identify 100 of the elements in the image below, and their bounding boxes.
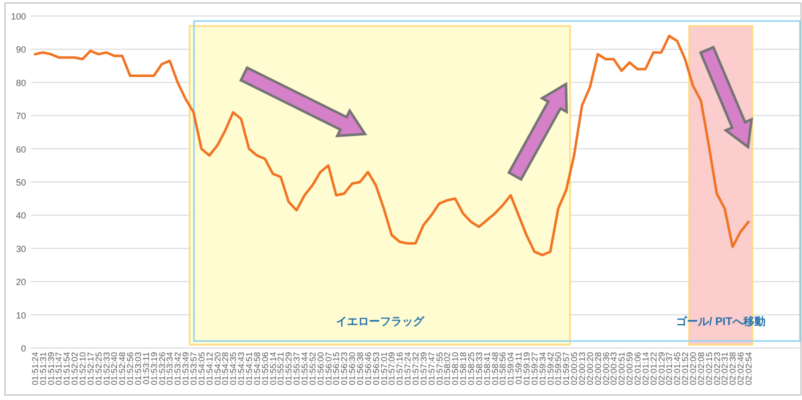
x-tick-label: 01:55:44 <box>300 352 310 386</box>
x-tick-label: 01:55:37 <box>292 352 302 386</box>
x-tick-label: 01:53:49 <box>180 352 191 386</box>
x-tick-label: 01:54:05 <box>196 352 206 386</box>
x-tick-label: 01:54:28 <box>220 352 230 386</box>
x-tick-label: 01:57:39 <box>418 352 428 386</box>
x-tick-label: 01:54:43 <box>236 352 246 386</box>
x-tick-label: 01:51:39 <box>46 352 56 386</box>
x-tick-label: 01:53:19 <box>148 352 159 386</box>
x-tick-label: 01:51:47 <box>54 352 64 386</box>
x-tick-label: 02:02:54 <box>743 352 754 386</box>
x-tick-label: 01:55:21 <box>276 352 286 386</box>
x-tick-label: 01:57:47 <box>426 352 436 386</box>
x-tick-label: 01:57:32 <box>410 352 420 386</box>
y-tick-label: 30 <box>16 244 26 254</box>
y-tick-label: 40 <box>16 210 26 221</box>
x-tick-label: 01:53:11 <box>140 352 151 384</box>
x-tick-label: 01:53:42 <box>172 352 183 386</box>
x-tick-label: 01:56:07 <box>323 352 334 386</box>
y-tick-label: 80 <box>16 78 26 88</box>
x-tick-label: 01:55:52 <box>307 352 318 386</box>
x-tick-label: 01:52:56 <box>125 352 136 386</box>
x-tick-label: 01:57:55 <box>434 352 444 386</box>
x-tick-label: 02:02:00 <box>688 352 698 386</box>
x-tick-label: 02:01:45 <box>672 352 682 386</box>
x-tick-label: 01:52:33 <box>101 352 112 386</box>
x-tick-label: 01:51:31 <box>38 352 48 386</box>
x-tick-label: 02:02:38 <box>728 352 738 386</box>
x-tick-label: 01:58:02 <box>442 352 452 386</box>
x-tick-label: 01:56:15 <box>331 352 342 386</box>
x-tick-label: 02:00:43 <box>608 352 619 386</box>
x-tick-label: 01:58:33 <box>474 352 484 386</box>
x-tick-label: 01:58:10 <box>450 352 460 386</box>
x-tick-label: 02:02:23 <box>712 352 722 386</box>
x-tick-label: 01:53:03 <box>133 352 144 386</box>
x-tick-label: 01:59:34 <box>537 352 548 386</box>
x-tick-label: 02:00:20 <box>584 352 595 386</box>
band-label: ゴール/ PITへ移動 <box>676 315 766 328</box>
x-tick-label: 01:54:12 <box>204 352 214 386</box>
x-tick-label: 01:56:38 <box>355 352 366 386</box>
x-tick-label: 01:57:09 <box>386 352 397 386</box>
x-tick-label: 01:55:14 <box>268 352 278 386</box>
x-tick-label: 01:59:57 <box>561 352 572 386</box>
x-tick-label: 02:02:08 <box>696 352 706 386</box>
x-tick-label: 01:57:16 <box>394 352 405 386</box>
x-tick-label: 01:53:26 <box>156 352 167 386</box>
y-tick-label: 100 <box>10 12 26 22</box>
x-tick-label: 01:59:19 <box>521 352 532 386</box>
x-tick-label: 02:01:06 <box>632 352 642 386</box>
x-tick-label: 01:52:48 <box>117 352 128 386</box>
x-tick-label: 01:52:40 <box>109 352 120 386</box>
x-tick-label: 02:02:31 <box>720 352 730 386</box>
y-tick-label: 10 <box>16 310 26 320</box>
x-tick-label: 02:02:15 <box>704 352 714 386</box>
y-tick-label: 50 <box>16 178 26 188</box>
x-tick-label: 01:56:00 <box>315 352 326 386</box>
x-tick-label: 02:00:51 <box>616 352 627 386</box>
x-tick-label: 01:51:54 <box>62 352 72 386</box>
line-series <box>34 34 750 256</box>
x-tick-label: 01:51:24 <box>30 352 40 386</box>
band-label: イエローフラッグ <box>336 316 425 328</box>
x-tick-label: 01:53:57 <box>188 352 199 386</box>
x-tick-label: 01:54:51 <box>244 352 254 386</box>
x-tick-label: 01:57:01 <box>378 352 389 386</box>
x-tick-label: 01:54:58 <box>252 352 262 386</box>
x-tick-label: 02:00:05 <box>569 352 580 386</box>
x-tick-label: 01:54:35 <box>228 352 238 386</box>
x-tick-label: 01:55:29 <box>284 352 294 386</box>
x-tick-label: 02:00:36 <box>600 352 611 386</box>
x-tick-label: 01:54:20 <box>212 352 222 386</box>
x-tick-label: 01:59:04 <box>506 352 516 386</box>
x-tick-label: 01:59:42 <box>545 352 556 386</box>
x-tick-label: 02:00:59 <box>624 352 635 386</box>
x-tick-label: 01:59:50 <box>553 352 564 386</box>
x-tick-label: 02:01:14 <box>640 352 650 386</box>
x-tick-label: 02:00:13 <box>576 352 587 386</box>
x-tick-label: 01:56:30 <box>347 352 358 386</box>
x-tick-label: 01:59:27 <box>529 352 540 386</box>
x-tick-label: 01:58:25 <box>466 352 476 386</box>
x-tick-label: 01:56:53 <box>370 352 381 386</box>
x-tick-label: 02:01:22 <box>648 352 658 386</box>
x-tick-label: 01:57:24 <box>402 352 413 386</box>
x-tick-label: 01:59:11 <box>514 352 524 384</box>
x-tick-label: 01:58:41 <box>482 352 492 386</box>
y-tick-label: 0 <box>20 344 26 354</box>
x-tick-label: 01:53:34 <box>164 352 175 386</box>
x-tick-label: 01:52:25 <box>93 352 104 386</box>
x-tick-label: 01:52:17 <box>85 352 96 386</box>
x-tick-label: 01:58:18 <box>458 352 468 386</box>
x-tick-label: 02:01:52 <box>680 352 690 386</box>
x-tick-label: 01:56:46 <box>362 352 373 386</box>
x-tick-label: 02:00:28 <box>592 352 603 386</box>
y-tick-label: 90 <box>16 44 26 55</box>
x-tick-label: 02:02:46 <box>736 352 746 386</box>
x-tick-label: 01:55:06 <box>260 352 270 386</box>
x-tick-label: 01:52:02 <box>70 352 80 386</box>
x-tick-label: 01:58:56 <box>498 352 508 386</box>
y-tick-label: 60 <box>16 144 26 154</box>
y-tick-label: 70 <box>16 111 26 122</box>
x-tick-label: 01:58:48 <box>490 352 500 386</box>
